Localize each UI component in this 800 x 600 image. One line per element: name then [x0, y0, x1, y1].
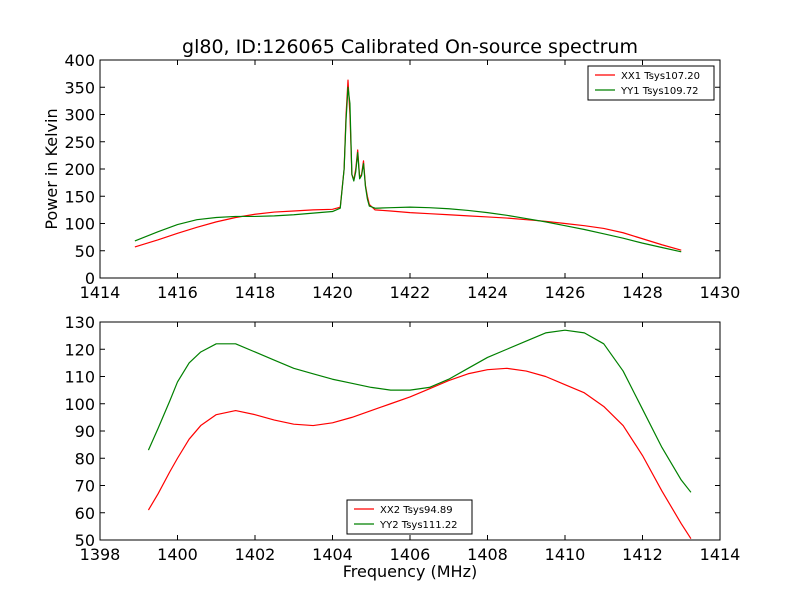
legend-label: YY1 Tsys109.72 [620, 86, 699, 97]
x-tick-label: 1414 [80, 283, 121, 302]
chart-2: 1398 1400 1402 1404 1406 1408 1410 1412 1414 50 60… [64, 313, 740, 581]
x-tick-label: 1422 [390, 283, 431, 302]
legend-box [587, 65, 715, 101]
legend-label: YY2 Tsys111.22 [379, 520, 458, 531]
y-axis-label: Power in Kelvin [42, 108, 61, 229]
y-tick-label: 80 [75, 449, 95, 468]
x-tick-label: 1410 [545, 545, 586, 564]
y-tick-label: 400 [64, 51, 95, 70]
y-tick-label: 350 [64, 78, 95, 97]
y-tick-label: 120 [64, 340, 95, 359]
y-tick-label: 50 [75, 531, 95, 550]
y-tick-label: 200 [64, 160, 95, 179]
series-line-2 [147, 329, 692, 493]
legend-label: XX1 Tsys107.20 [621, 71, 700, 82]
x-tick-label: 1406 [390, 545, 431, 564]
y-tick-label: 150 [64, 187, 95, 206]
x-axis-label: Frequency (MHz) [343, 562, 477, 581]
x-tick-label: 1402 [235, 545, 276, 564]
y-tick-label: 110 [64, 368, 95, 387]
y-tick-label: 70 [75, 477, 95, 496]
x-tick-label: 1404 [312, 545, 353, 564]
x-tick-label: 1414 [700, 545, 741, 564]
y-tick-label: 50 [75, 242, 95, 261]
chart-1: 1414 1416 1418 1420 1422 1424 1426 1428 1430 0 50 1… [42, 51, 740, 302]
x-tick-label: 1426 [545, 283, 586, 302]
series-line-2 [134, 86, 682, 253]
x-tick-label: 1424 [467, 283, 508, 302]
legend: XX1 Tsys107.20 YY1 Tsys109.72 [587, 65, 715, 101]
y-tick-label: 300 [64, 106, 95, 125]
y-tick-label: 0 [85, 269, 95, 288]
y-tick-label: 130 [64, 313, 95, 332]
y-tick-label: 250 [64, 133, 95, 152]
x-tick-label: 1420 [312, 283, 353, 302]
legend-label: XX2 Tsys94.89 [380, 505, 453, 516]
x-tick-label: 1400 [157, 545, 198, 564]
x-tick-label: 1418 [235, 283, 276, 302]
legend-box [346, 499, 473, 535]
y-tick-label: 90 [75, 422, 95, 441]
x-tick-label: 1430 [700, 283, 741, 302]
x-tick-label: 1408 [467, 545, 508, 564]
y-tick-label: 100 [64, 215, 95, 234]
series-line-1 [134, 79, 682, 251]
x-tick-label: 1428 [622, 283, 663, 302]
x-tick-label: 1416 [157, 283, 198, 302]
legend: XX2 Tsys94.89 YY2 Tsys111.22 [346, 499, 473, 535]
y-tick-label: 100 [64, 395, 95, 414]
y-tick-label: 60 [75, 504, 95, 523]
series-line-1 [147, 367, 692, 539]
x-tick-label: 1412 [622, 545, 663, 564]
figure-title: gl80, ID:126065 Calibrated On-source spe… [182, 36, 638, 58]
x-tick-label: 1398 [80, 545, 121, 564]
charts: 1414 1416 1418 1420 1422 1424 1426 1428 14300501… [42, 51, 740, 581]
